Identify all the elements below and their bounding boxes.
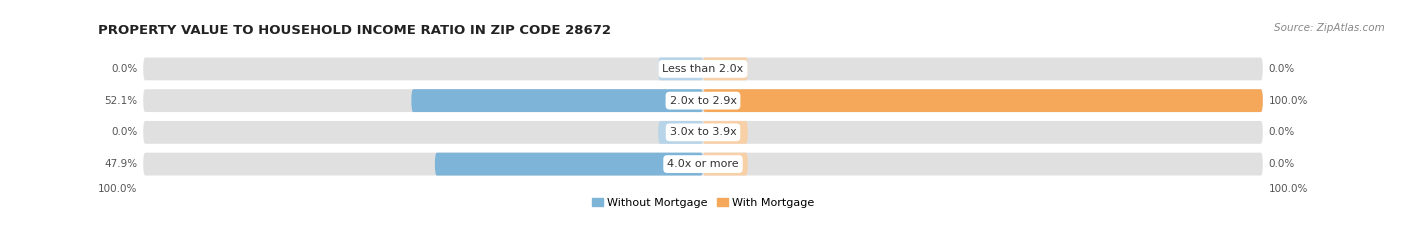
FancyBboxPatch shape (143, 89, 1263, 112)
Text: PROPERTY VALUE TO HOUSEHOLD INCOME RATIO IN ZIP CODE 28672: PROPERTY VALUE TO HOUSEHOLD INCOME RATIO… (98, 24, 612, 37)
FancyBboxPatch shape (658, 121, 703, 144)
Text: 52.1%: 52.1% (104, 96, 138, 106)
Text: 0.0%: 0.0% (1268, 127, 1295, 137)
FancyBboxPatch shape (434, 153, 703, 175)
Legend: Without Mortgage, With Mortgage: Without Mortgage, With Mortgage (588, 193, 818, 212)
FancyBboxPatch shape (143, 58, 1263, 80)
Text: 0.0%: 0.0% (111, 127, 138, 137)
Text: 3.0x to 3.9x: 3.0x to 3.9x (669, 127, 737, 137)
FancyBboxPatch shape (143, 153, 1263, 175)
FancyBboxPatch shape (703, 89, 1263, 112)
FancyBboxPatch shape (143, 121, 1263, 144)
FancyBboxPatch shape (658, 58, 703, 80)
FancyBboxPatch shape (703, 153, 748, 175)
Text: 47.9%: 47.9% (104, 159, 138, 169)
FancyBboxPatch shape (703, 121, 748, 144)
Text: 0.0%: 0.0% (1268, 64, 1295, 74)
Text: 4.0x or more: 4.0x or more (668, 159, 738, 169)
Text: 100.0%: 100.0% (1268, 96, 1308, 106)
Text: 2.0x to 2.9x: 2.0x to 2.9x (669, 96, 737, 106)
Text: Source: ZipAtlas.com: Source: ZipAtlas.com (1274, 23, 1385, 33)
Text: 100.0%: 100.0% (98, 184, 138, 194)
Text: 100.0%: 100.0% (1268, 184, 1308, 194)
FancyBboxPatch shape (703, 58, 748, 80)
Text: 0.0%: 0.0% (1268, 159, 1295, 169)
Text: 0.0%: 0.0% (111, 64, 138, 74)
FancyBboxPatch shape (412, 89, 703, 112)
Text: Less than 2.0x: Less than 2.0x (662, 64, 744, 74)
